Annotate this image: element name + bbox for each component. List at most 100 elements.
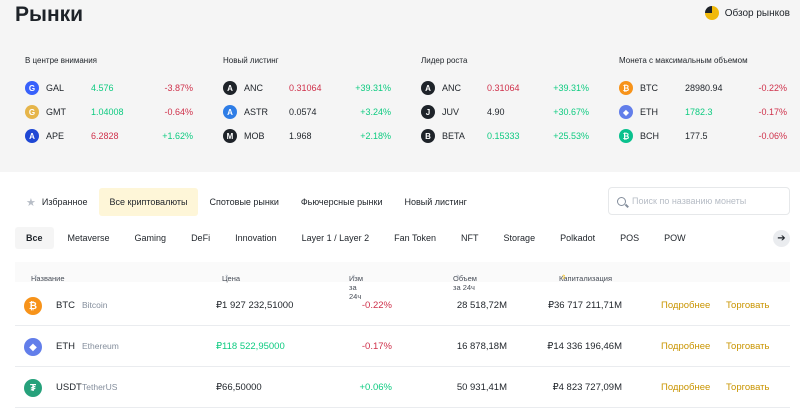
coin-volume: 50 931,41M bbox=[456, 382, 507, 393]
category-chip[interactable]: Storage bbox=[503, 233, 536, 243]
highlight-coin-row[interactable]: G GMT 1.04008 -0.64% bbox=[25, 102, 205, 126]
gal-icon: G bbox=[25, 81, 39, 95]
tab-label: Избранное bbox=[41, 197, 88, 207]
category-chip[interactable]: Polkadot bbox=[560, 233, 596, 243]
highlight-coin-row[interactable]: B BETA 0.15333 +25.53% bbox=[421, 126, 601, 150]
highlight-coin-row[interactable]: ₿ BTC 28980.94 -0.22% bbox=[619, 78, 799, 102]
category-chip[interactable]: POS bbox=[620, 233, 640, 243]
details-link[interactable]: Подробнее bbox=[661, 300, 711, 311]
coin-cap: ₽4 823 727,09M bbox=[552, 382, 622, 393]
details-link[interactable]: Подробнее bbox=[661, 341, 711, 352]
coin-change: -0.17% bbox=[758, 107, 787, 117]
highlight-panel: Лидер роста A ANC 0.31064 +39.31% J JUV … bbox=[421, 56, 601, 150]
coin-price: 0.15333 bbox=[487, 131, 520, 141]
highlight-panel-title: Монета с максимальным объемом bbox=[619, 56, 748, 65]
tab-label: Спотовые рынки bbox=[209, 197, 279, 207]
coin-price: 0.31064 bbox=[289, 83, 322, 93]
coin-symbol: ASTR bbox=[244, 107, 269, 117]
highlight-panel: Новый листинг A ANC 0.31064 +39.31% A AS… bbox=[223, 56, 403, 150]
tab-4[interactable]: Новый листинг bbox=[393, 188, 477, 216]
coin-change: +2.18% bbox=[360, 131, 391, 141]
category-chip[interactable]: Fan Token bbox=[394, 233, 437, 243]
coin-symbol: ANC bbox=[244, 83, 264, 93]
highlight-panel-title: Лидер роста bbox=[421, 56, 468, 65]
category-chip[interactable]: Gaming bbox=[134, 233, 167, 243]
markets-overview-link[interactable]: Обзор рынков bbox=[704, 4, 790, 22]
coin-price: 4.90 bbox=[487, 107, 505, 117]
astr-icon: A bbox=[223, 105, 237, 119]
coin-symbol: ETH bbox=[56, 341, 75, 352]
category-chip[interactable]: Metaverse bbox=[67, 233, 110, 243]
coin-symbol: GAL bbox=[46, 83, 65, 93]
coin-symbol: ETH bbox=[640, 107, 658, 117]
btc-icon: ₿ bbox=[619, 81, 633, 95]
mob-icon: M bbox=[223, 129, 237, 143]
coin-symbol: BCH bbox=[640, 131, 660, 141]
highlight-coin-row[interactable]: G GAL 4.576 -3.87% bbox=[25, 78, 205, 102]
trade-link[interactable]: Торговать bbox=[726, 341, 770, 352]
highlight-coin-row[interactable]: A ASTR 0.0574 +3.24% bbox=[223, 102, 403, 126]
category-chip[interactable]: Layer 1 / Layer 2 bbox=[301, 233, 370, 243]
coin-name: Bitcoin bbox=[82, 300, 108, 310]
table-row[interactable]: ◆ ETH Ethereum ₽118 522,95000 -0.17% 16 … bbox=[15, 326, 790, 367]
search-input[interactable] bbox=[632, 196, 782, 206]
highlight-coin-row[interactable]: ₿ BCH 177.5 -0.06% bbox=[619, 126, 799, 150]
table-row[interactable]: ₿ BTC Bitcoin ₽1 927 232,51000 -0.22% 28… bbox=[15, 285, 790, 326]
coin-price: 177.5 bbox=[685, 131, 708, 141]
coin-price: 0.0574 bbox=[289, 107, 317, 117]
category-chip[interactable]: DeFi bbox=[191, 233, 211, 243]
category-filters: Все Metaverse Gaming DeFi Innovation Layer 1 … bbox=[15, 227, 700, 249]
details-link[interactable]: Подробнее bbox=[661, 382, 711, 393]
usdt-icon: ₮ bbox=[24, 379, 42, 397]
coin-price: 6.2828 bbox=[91, 131, 119, 141]
tab-0[interactable]: ★ Избранное bbox=[15, 188, 99, 216]
coin-symbol: GMT bbox=[46, 107, 66, 117]
coin-price: 4.576 bbox=[91, 83, 114, 93]
tab-1[interactable]: Все криптовалюты bbox=[98, 188, 199, 216]
coin-change: -0.22% bbox=[758, 83, 787, 93]
highlight-coin-row[interactable]: ◆ ETH 1782.3 -0.17% bbox=[619, 102, 799, 126]
coin-symbol: ANC bbox=[442, 83, 462, 93]
coin-change: +30.67% bbox=[553, 107, 589, 117]
coin-symbol: BTC bbox=[640, 83, 658, 93]
coin-price: 0.31064 bbox=[487, 83, 520, 93]
coin-change: -0.17% bbox=[361, 341, 392, 352]
ape-icon: A bbox=[25, 129, 39, 143]
coin-symbol: USDT bbox=[56, 382, 82, 393]
coin-symbol: BETA bbox=[442, 131, 465, 141]
table-header: Название ⇕ Цена ⇕ Изм за 24ч ⇕ Объем за 24ч… bbox=[15, 262, 790, 301]
coin-cap: ₽14 336 196,46M bbox=[547, 341, 622, 352]
category-chip[interactable]: NFT bbox=[461, 233, 479, 243]
category-chip[interactable]: Innovation bbox=[235, 233, 277, 243]
coin-change: -0.06% bbox=[758, 131, 787, 141]
eth-icon: ◆ bbox=[24, 338, 42, 356]
tab-3[interactable]: Фьючерсные рынки bbox=[290, 188, 394, 216]
highlight-coin-row[interactable]: A APE 6.2828 +1.62% bbox=[25, 126, 205, 150]
coin-price: ₽1 927 232,51000 bbox=[216, 300, 294, 311]
highlight-coin-row[interactable]: A ANC 0.31064 +39.31% bbox=[421, 78, 601, 102]
coin-change: +1.62% bbox=[162, 131, 193, 141]
coin-price: 1.968 bbox=[289, 131, 312, 141]
coin-change: -0.22% bbox=[361, 300, 392, 311]
pie-chart-icon bbox=[704, 6, 719, 20]
table-row[interactable]: ₮ USDT TetherUS ₽66,50000 +0.06% 50 931,… bbox=[15, 367, 790, 408]
search-icon bbox=[617, 196, 626, 206]
coin-search[interactable] bbox=[608, 187, 790, 215]
highlight-coin-row[interactable]: A ANC 0.31064 +39.31% bbox=[223, 78, 403, 102]
highlight-coin-row[interactable]: M MOB 1.968 +2.18% bbox=[223, 126, 403, 150]
juv-icon: J bbox=[421, 105, 435, 119]
btc-icon: ₿ bbox=[24, 297, 42, 315]
tab-label: Все криптовалюты bbox=[109, 197, 188, 207]
trade-link[interactable]: Торговать bbox=[726, 300, 770, 311]
coin-symbol: APE bbox=[46, 131, 65, 141]
category-chip[interactable]: POW bbox=[664, 233, 686, 243]
trade-link[interactable]: Торговать bbox=[726, 382, 770, 393]
coin-change: +25.53% bbox=[553, 131, 589, 141]
highlight-coin-row[interactable]: J JUV 4.90 +30.67% bbox=[421, 102, 601, 126]
eth-icon: ◆ bbox=[619, 105, 633, 119]
scroll-right-arrow-icon[interactable]: ➔ bbox=[773, 230, 790, 247]
highlight-panel: В центре внимания G GAL 4.576 -3.87% G G… bbox=[25, 56, 205, 150]
tab-2[interactable]: Спотовые рынки bbox=[198, 188, 289, 216]
coin-change: +39.31% bbox=[553, 83, 589, 93]
category-chip[interactable]: Все bbox=[15, 227, 54, 249]
